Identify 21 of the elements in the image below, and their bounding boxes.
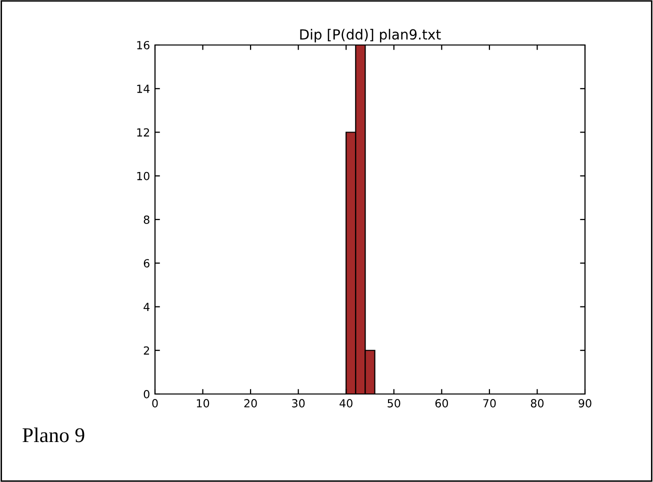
y-tick-label: 16 — [137, 40, 150, 50]
x-tick-label: 50 — [388, 399, 400, 408]
y-tick-label: 10 — [137, 172, 150, 180]
y-tick-label: 12 — [137, 128, 150, 136]
x-tick-label: 40 — [340, 399, 352, 408]
y-tick-label: 14 — [137, 84, 150, 93]
chart-title: Dip [P(dd)] plan9.txt — [300, 28, 441, 42]
x-tick-label: 70 — [483, 399, 496, 408]
x-tick-label: 0 — [152, 399, 158, 408]
y-tick-label: 0 — [144, 390, 150, 398]
x-tick-label: 80 — [530, 399, 544, 408]
text: Plano 9 — [22, 428, 84, 442]
x-tick-label: 20 — [244, 399, 257, 408]
y-tick-label: 8 — [144, 215, 150, 224]
y-tick-label: 6 — [144, 259, 150, 268]
x-tick-label: 90 — [578, 399, 592, 408]
y-tick-label: 2 — [144, 346, 150, 355]
x-tick-label: 30 — [292, 399, 305, 408]
y-tick-label: 4 — [144, 302, 150, 311]
x-tick-label: 10 — [196, 399, 210, 408]
x-tick-label: 60 — [435, 399, 448, 408]
